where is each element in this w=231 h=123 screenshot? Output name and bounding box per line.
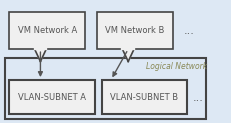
Polygon shape	[122, 49, 134, 62]
Text: ...: ...	[184, 26, 195, 36]
Bar	[97, 12, 173, 49]
Text: VLAN-SUBNET A: VLAN-SUBNET A	[18, 93, 86, 102]
Bar	[9, 12, 85, 49]
Bar	[9, 80, 95, 114]
Text: VLAN-SUBNET B: VLAN-SUBNET B	[110, 93, 178, 102]
Text: ...: ...	[193, 93, 204, 103]
Text: VM Network B: VM Network B	[105, 26, 165, 35]
Text: Logical Network: Logical Network	[146, 62, 207, 71]
Bar	[5, 58, 206, 119]
Text: VM Network A: VM Network A	[18, 26, 77, 35]
Bar	[102, 80, 187, 114]
Polygon shape	[35, 49, 46, 62]
